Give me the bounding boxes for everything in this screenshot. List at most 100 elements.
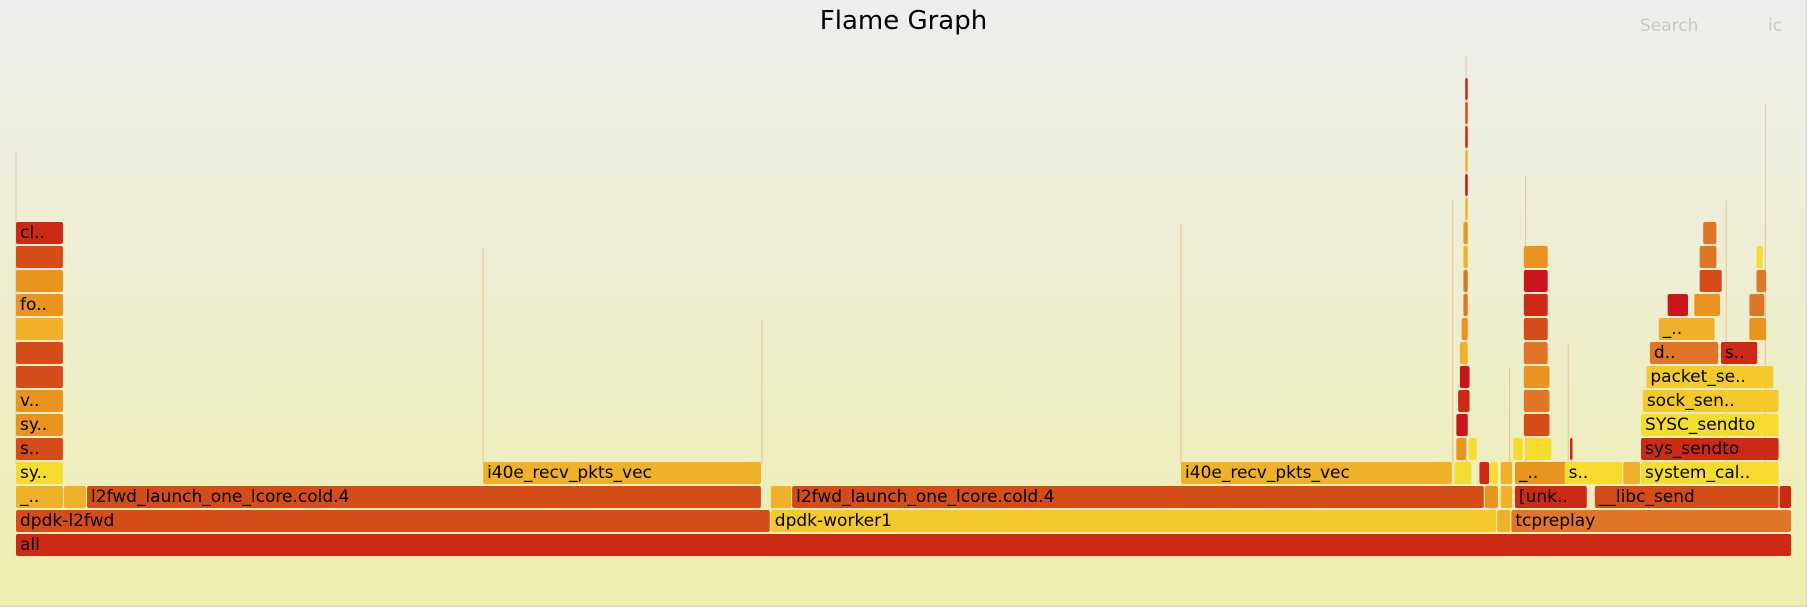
flame-frame[interactable]: system_cal.. [1641, 462, 1779, 484]
frame-rect[interactable] [1641, 438, 1779, 460]
flame-frame[interactable]: s.. [1564, 462, 1623, 484]
flame-frame[interactable] [63, 486, 87, 508]
flame-frame[interactable]: l2fwd_launch_one_lcore.cold.4 [87, 486, 761, 508]
frame-rect[interactable] [1523, 390, 1550, 412]
flame-frame[interactable]: v.. [16, 390, 63, 412]
frame-rect[interactable] [1756, 246, 1763, 268]
frame-rect[interactable] [1720, 342, 1758, 364]
frame-rect[interactable] [1594, 486, 1779, 508]
flame-frame[interactable]: _.. [1658, 318, 1715, 340]
frame-rect[interactable] [16, 222, 63, 244]
frame-rect[interactable] [1468, 438, 1477, 460]
flame-frame[interactable] [1694, 294, 1720, 316]
flame-frame[interactable] [16, 366, 63, 388]
flame-frame[interactable]: [unk.. [1514, 486, 1587, 508]
frame-rect[interactable] [1465, 150, 1468, 172]
frame-rect[interactable] [792, 486, 1484, 508]
flame-frame[interactable] [1570, 438, 1573, 460]
flame-frame[interactable]: dpdk-worker1 [770, 510, 1497, 532]
frame-rect[interactable] [1511, 510, 1791, 532]
flame-frame[interactable] [1523, 390, 1550, 412]
frame-rect[interactable] [1703, 222, 1717, 244]
flame-frame[interactable] [1756, 270, 1767, 292]
frame-rect[interactable] [1667, 294, 1688, 316]
flame-frame[interactable] [16, 246, 63, 268]
flame-frame[interactable] [1703, 222, 1717, 244]
flame-frame[interactable] [1459, 366, 1470, 388]
frame-rect[interactable] [1641, 462, 1779, 484]
frame-rect[interactable] [1465, 126, 1468, 148]
frame-rect[interactable] [1523, 294, 1548, 316]
flame-frame[interactable] [770, 486, 792, 508]
flame-frame[interactable] [1454, 462, 1472, 484]
flame-frame[interactable] [16, 318, 63, 340]
frame-rect[interactable] [1461, 318, 1468, 340]
flame-frame[interactable] [1465, 150, 1468, 172]
frame-rect[interactable] [1456, 414, 1468, 436]
frame-rect[interactable] [1642, 390, 1779, 412]
flame-frame[interactable] [1523, 246, 1548, 268]
frame-rect[interactable] [16, 534, 1791, 556]
flame-frame[interactable] [1465, 102, 1468, 124]
frame-rect[interactable] [16, 462, 63, 484]
frame-rect[interactable] [16, 342, 63, 364]
frame-rect[interactable] [16, 294, 63, 316]
flame-frame[interactable]: sy.. [16, 414, 63, 436]
flame-frame[interactable]: fo.. [16, 294, 63, 316]
frame-rect[interactable] [1500, 486, 1513, 508]
flame-frame[interactable] [1463, 270, 1468, 292]
frame-rect[interactable] [16, 318, 63, 340]
flame-frame[interactable] [1749, 294, 1765, 316]
frame-rect[interactable] [16, 510, 770, 532]
flame-frame[interactable] [1500, 486, 1513, 508]
frame-rect[interactable] [1523, 366, 1550, 388]
flame-frame[interactable]: s.. [16, 438, 63, 460]
flame-frame[interactable] [1523, 294, 1548, 316]
flame-frame[interactable]: _.. [16, 486, 63, 508]
frame-rect[interactable] [770, 486, 792, 508]
frame-rect[interactable] [1459, 342, 1468, 364]
frame-rect[interactable] [1465, 198, 1468, 220]
frame-rect[interactable] [16, 270, 63, 292]
flame-frame[interactable] [1623, 462, 1641, 484]
frame-rect[interactable] [1523, 414, 1550, 436]
flame-frame[interactable] [1458, 390, 1470, 412]
flame-frame[interactable] [1456, 438, 1466, 460]
flame-frame[interactable] [1523, 342, 1548, 364]
flame-frame[interactable] [1749, 318, 1767, 340]
frame-rect[interactable] [1465, 102, 1468, 124]
flame-frame[interactable] [1500, 462, 1513, 484]
flame-frame[interactable] [1523, 414, 1550, 436]
frame-rect[interactable] [1749, 318, 1767, 340]
frame-rect[interactable] [1459, 366, 1470, 388]
frame-rect[interactable] [16, 414, 63, 436]
flame-frame[interactable]: SYSC_sendto [1641, 414, 1779, 436]
frame-rect[interactable] [16, 486, 63, 508]
flame-frame[interactable]: sys_sendto [1641, 438, 1779, 460]
frame-rect[interactable] [16, 366, 63, 388]
frame-rect[interactable] [1523, 246, 1548, 268]
frame-rect[interactable] [1779, 486, 1791, 508]
flame-frame[interactable] [1463, 246, 1468, 268]
frame-rect[interactable] [1454, 462, 1472, 484]
flame-frame[interactable]: dpdk-l2fwd [16, 510, 770, 532]
flame-frame[interactable]: s.. [1720, 342, 1758, 364]
frame-rect[interactable] [1463, 222, 1468, 244]
flame-frame[interactable] [16, 270, 63, 292]
flame-frame[interactable]: __libc_send [1594, 486, 1779, 508]
flame-frame[interactable]: i40e_recv_pkts_vec [483, 462, 761, 484]
frame-rect[interactable] [1490, 462, 1498, 484]
frame-rect[interactable] [1699, 270, 1722, 292]
flame-frame[interactable] [1523, 366, 1550, 388]
frame-rect[interactable] [1699, 246, 1717, 268]
flame-frame[interactable] [1484, 486, 1498, 508]
frame-rect[interactable] [1525, 438, 1552, 460]
frame-rect[interactable] [1484, 486, 1498, 508]
frame-rect[interactable] [1641, 414, 1779, 436]
frame-rect[interactable] [1570, 438, 1573, 460]
flame-frame[interactable] [16, 342, 63, 364]
flame-frame[interactable] [1756, 246, 1763, 268]
frame-rect[interactable] [16, 438, 63, 460]
flame-frame[interactable]: all [16, 534, 1791, 556]
flame-frame[interactable] [1463, 294, 1468, 316]
